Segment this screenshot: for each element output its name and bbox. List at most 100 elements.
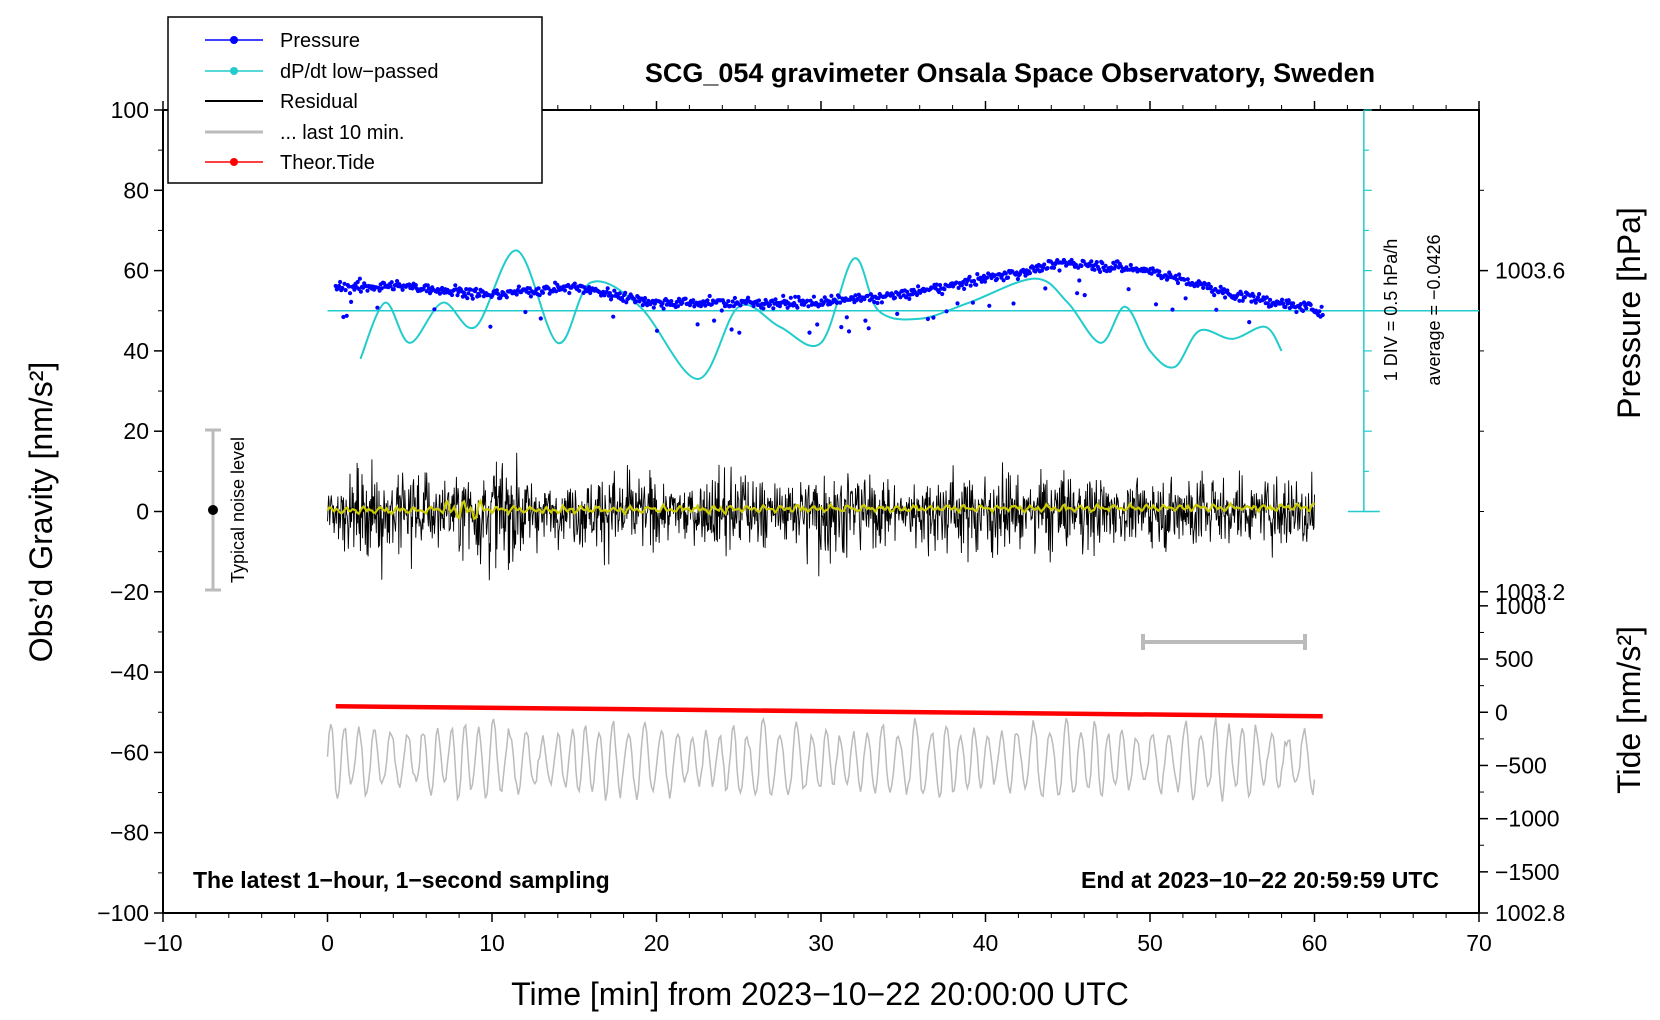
pressure-point	[914, 292, 920, 298]
pressure-point	[391, 287, 396, 292]
pressure-point	[865, 293, 870, 298]
pressure-point	[528, 294, 534, 299]
pressure-point	[554, 289, 559, 294]
pressure-point	[781, 293, 786, 298]
pressure-point	[890, 292, 895, 297]
pressure-tick-label: 1002.8	[1495, 900, 1565, 926]
x-axis-label: Time [min] from 2023−10−22 20:00:00 UTC	[511, 976, 1129, 1012]
pressure-point	[540, 290, 546, 295]
pressure-point	[1073, 262, 1079, 267]
pressure-point	[621, 298, 626, 303]
pressure-point	[942, 287, 947, 292]
pressure-point	[1173, 273, 1178, 278]
pressure-point	[892, 295, 898, 300]
last-10-min-line	[326, 716, 1316, 802]
y-axis-label-tide: Tide [nm/s²]	[1611, 626, 1647, 794]
pressure-point	[516, 284, 522, 289]
pressure-point	[683, 296, 688, 301]
pressure-point	[728, 303, 733, 308]
pressure-point	[796, 294, 801, 300]
pressure-point	[400, 287, 405, 292]
pressure-point	[1088, 263, 1093, 268]
y-tick-label: 20	[123, 418, 149, 444]
pressure-point	[538, 316, 543, 321]
residual-smoothed-line	[326, 498, 1315, 521]
x-tick-label: 10	[479, 930, 505, 956]
pressure-point	[1051, 265, 1057, 270]
pressure-point	[1251, 294, 1256, 299]
pressure-point	[355, 279, 360, 285]
y-axis-label-left: Obs’d Gravity [nm/s²]	[23, 362, 59, 663]
pressure-point	[737, 330, 742, 335]
pressure-point	[1092, 267, 1097, 272]
pressure-scale-text: 1 DIV = 0.5 hPa/h	[1381, 239, 1401, 382]
pressure-point	[959, 283, 965, 288]
pressure-point	[343, 288, 348, 293]
pressure-point	[968, 283, 973, 288]
pressure-point	[477, 293, 482, 298]
pressure-point	[970, 300, 976, 305]
legend-last10-label: ... last 10 min.	[280, 122, 405, 144]
pressure-point	[1218, 284, 1223, 289]
legend-tide-label: Theor.Tide	[280, 152, 375, 174]
pressure-point	[879, 300, 885, 305]
pressure-point	[907, 296, 912, 301]
pressure-point	[705, 298, 710, 303]
x-tick-label: 50	[1137, 930, 1163, 956]
y-tick-label: 40	[123, 338, 149, 364]
pressure-point	[729, 327, 734, 332]
pressure-tick-label: 1003.2	[1495, 579, 1565, 605]
pressure-point	[1206, 281, 1211, 287]
pressure-point	[962, 286, 967, 291]
x-axis-ticks: −10 0 10 20 30 40 50 60 70	[143, 101, 1492, 956]
pressure-point	[1175, 280, 1181, 286]
pressure-point	[453, 283, 458, 288]
pressure-point	[581, 290, 586, 295]
pressure-point	[1253, 300, 1258, 305]
x-tick-label: 70	[1466, 930, 1492, 956]
x-tick-label: 0	[321, 930, 334, 956]
pressure-point	[1225, 288, 1230, 293]
pressure-point	[1208, 284, 1213, 289]
tide-tick-label: 0	[1495, 699, 1508, 725]
footer-right: End at 2023−10−22 20:59:59 UTC	[1081, 867, 1439, 893]
pressure-point	[437, 291, 442, 296]
tide-tick-label: −500	[1495, 752, 1547, 778]
pressure-point	[488, 324, 493, 329]
pressure-point	[341, 314, 346, 320]
pressure-point	[474, 286, 479, 291]
pressure-point	[357, 276, 362, 281]
pressure-point	[611, 314, 616, 319]
pressure-point	[379, 286, 384, 291]
pressure-point	[1255, 295, 1261, 300]
pressure-point	[449, 292, 455, 298]
pressure-point	[695, 322, 700, 327]
pressure-point	[940, 291, 945, 297]
pressure-point	[726, 299, 731, 304]
pressure-point	[1283, 304, 1288, 310]
pressure-point	[661, 306, 666, 311]
pressure-point	[1239, 292, 1244, 297]
pressure-point	[537, 293, 542, 298]
pressure-point	[605, 286, 610, 291]
footer-left: The latest 1−hour, 1−second sampling	[193, 867, 610, 893]
x-tick-label: 20	[644, 930, 670, 956]
legend-pressure-marker	[230, 36, 238, 44]
pressure-point	[468, 287, 473, 292]
pressure-point	[875, 300, 880, 306]
pressure-point	[432, 307, 437, 312]
legend-tide-marker	[230, 158, 238, 166]
series-group	[326, 249, 1325, 802]
pressure-point	[987, 303, 992, 308]
pressure-point	[1264, 295, 1269, 300]
pressure-point	[822, 295, 827, 300]
pressure-point	[1027, 271, 1032, 276]
pressure-point	[338, 279, 343, 285]
pressure-point	[838, 300, 843, 305]
pressure-point	[607, 291, 613, 296]
pressure-point	[846, 329, 852, 334]
pressure-point	[1308, 302, 1313, 307]
y-axis-ticks: 100 80 60 40 20 0 −20 −40 −60 −80 −100	[97, 97, 163, 926]
